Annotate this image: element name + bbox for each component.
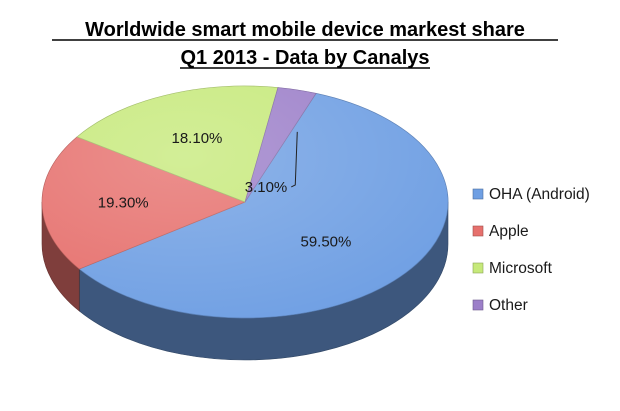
legend: OHA (Android) Apple Microsoft Other [472,186,590,314]
legend-swatch-apple [472,225,484,237]
data-label-apple: 19.30% [98,195,149,212]
legend-label-other: Other [489,297,528,314]
legend-label-apple: Apple [489,223,529,240]
chart-subtitle: Q1 2013 - Data by Canalys [180,47,429,69]
legend-label-microsoft: Microsoft [489,260,553,277]
pie-top-highlight [42,86,448,318]
data-label-other: 3.10% [245,179,288,196]
legend-label-android: OHA (Android) [489,186,590,203]
legend-swatch-other [472,299,484,311]
pie-data-labels: 59.50% 19.30% 18.10% 3.10% [98,130,352,250]
data-label-microsoft: 18.10% [172,130,223,147]
chart-title: Worldwide smart mobile device markest sh… [85,19,525,41]
legend-swatch-microsoft [472,262,484,274]
legend-swatch-android [472,188,484,200]
data-label-android: 59.50% [300,233,351,250]
pie-top-face [41,85,449,319]
leader-line-other [291,131,298,188]
